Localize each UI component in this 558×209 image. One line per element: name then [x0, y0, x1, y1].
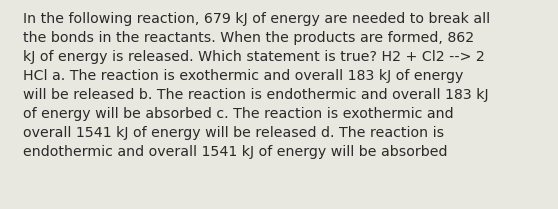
Text: In the following reaction, 679 kJ of energy are needed to break all
the bonds in: In the following reaction, 679 kJ of ene…: [23, 12, 490, 159]
